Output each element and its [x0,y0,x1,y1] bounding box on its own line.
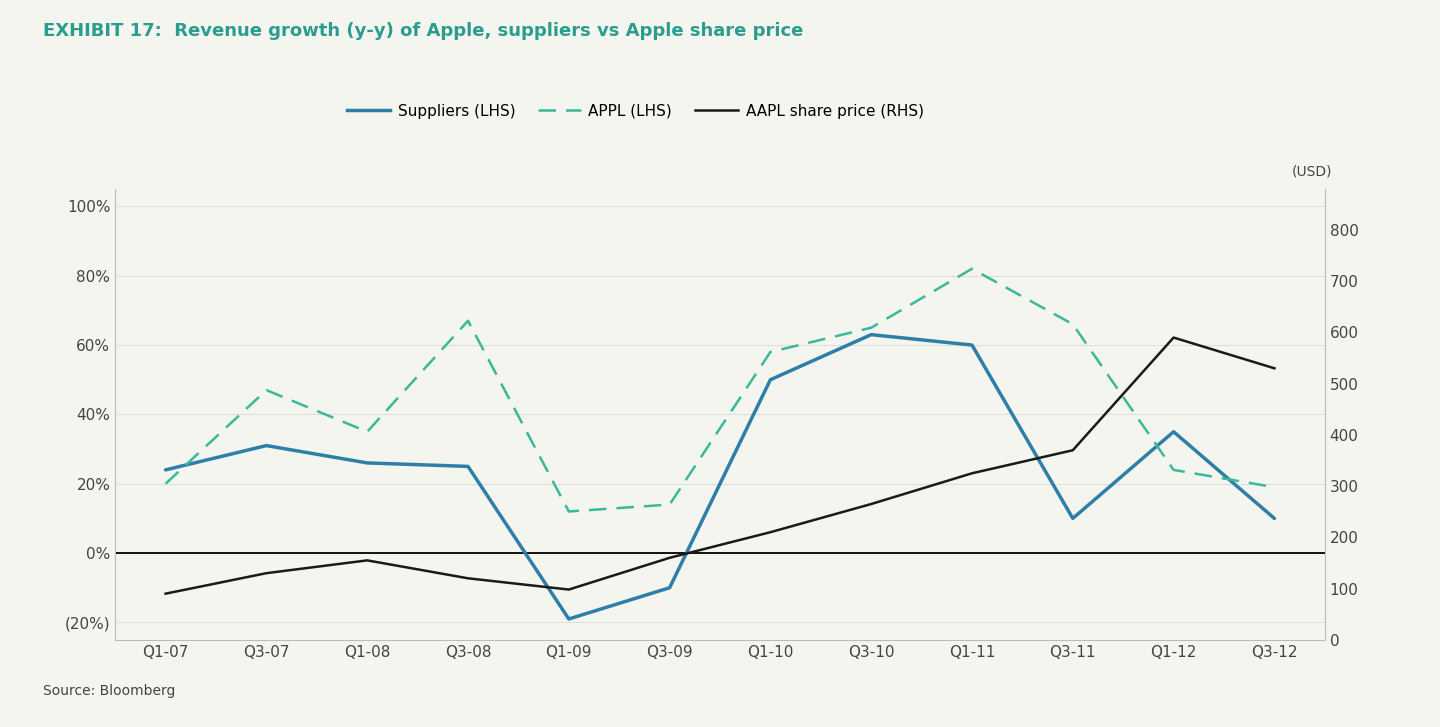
Legend: Suppliers (LHS), APPL (LHS), AAPL share price (RHS): Suppliers (LHS), APPL (LHS), AAPL share … [341,97,930,125]
Text: EXHIBIT 17:  Revenue growth (y-y) of Apple, suppliers vs Apple share price: EXHIBIT 17: Revenue growth (y-y) of Appl… [43,22,804,40]
Text: Source: Bloomberg: Source: Bloomberg [43,684,176,698]
Text: (USD): (USD) [1292,164,1332,178]
